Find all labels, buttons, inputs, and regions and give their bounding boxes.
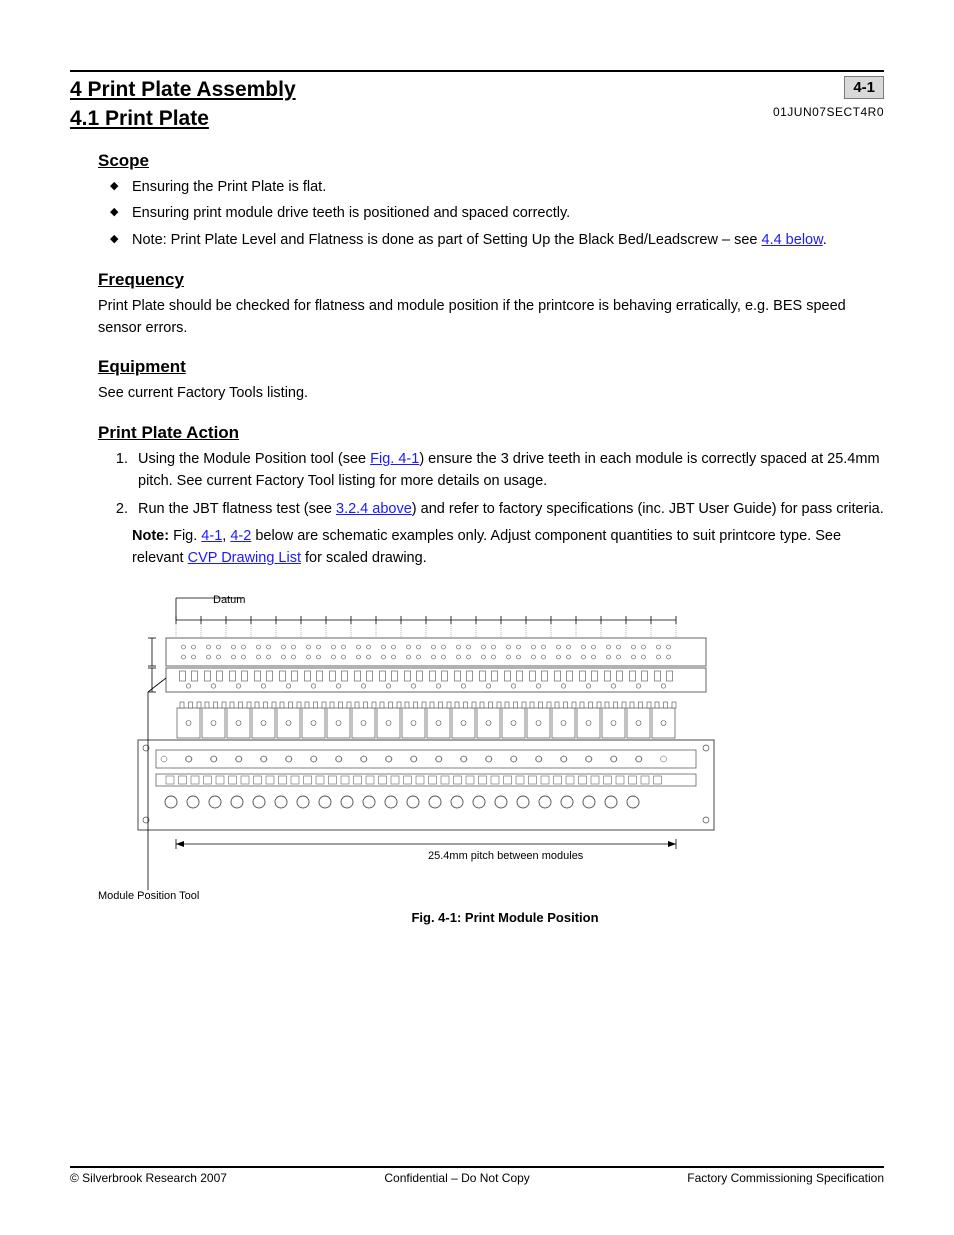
scope-heading: Scope	[98, 151, 884, 171]
scope-bullet-2-text: Note: Print Plate Level and Flatness is …	[132, 232, 762, 248]
note-link-fig42[interactable]: 4-2	[230, 528, 251, 544]
page-number-badge: 4-1	[844, 76, 884, 99]
action-step-1: Using the Module Position tool (see Fig.…	[132, 449, 884, 493]
scope-bullets: Ensuring the Print Plate is flat. Ensuri…	[110, 177, 884, 252]
note-link-cvp[interactable]: CVP Drawing List	[188, 550, 301, 566]
action-step-2-link[interactable]: 3.2.4 above	[336, 501, 412, 517]
action-heading: Print Plate Action	[98, 423, 884, 443]
action-step-1-link[interactable]: Fig. 4-1	[370, 451, 419, 467]
figure-4-1: Datum 25.4mm pitch between modules Modul…	[98, 590, 818, 900]
action-steps: Using the Module Position tool (see Fig.…	[132, 449, 884, 520]
frequency-heading: Frequency	[98, 270, 884, 290]
figure-caption: Fig. 4-1: Print Module Position	[126, 910, 884, 925]
scope-bullet-2-link[interactable]: 4.4 below	[762, 232, 823, 248]
note-link-fig41[interactable]: 4-1	[201, 528, 222, 544]
equipment-heading: Equipment	[98, 357, 884, 377]
header-rule	[70, 70, 884, 72]
footer-right: Factory Commissioning Specification	[687, 1171, 884, 1185]
footer-center: Confidential – Do Not Copy	[384, 1171, 529, 1185]
footer-left: © Silverbrook Research 2007	[70, 1171, 227, 1185]
frequency-text: Print Plate should be checked for flatne…	[98, 296, 884, 340]
action-step-2: Run the JBT flatness test (see 3.2.4 abo…	[132, 499, 884, 521]
fig-label-datum: Datum	[213, 594, 245, 606]
action-note: Note: Fig. 4-1, 4-2 below are schematic …	[132, 526, 884, 570]
equipment-text: See current Factory Tools listing.	[98, 383, 884, 405]
section-title-line2: 4.1 Print Plate	[70, 105, 209, 132]
scope-bullet-0: Ensuring the Print Plate is flat.	[110, 177, 884, 199]
scope-bullet-2: Note: Print Plate Level and Flatness is …	[110, 230, 884, 252]
fig-label-tool: Module Position Tool	[98, 890, 199, 902]
header-serial: 01JUN07SECT4R0	[773, 105, 884, 119]
section-title-line1: 4 Print Plate Assembly	[70, 76, 296, 103]
fig-label-pitch: 25.4mm pitch between modules	[428, 850, 583, 862]
page-footer: © Silverbrook Research 2007 Confidential…	[70, 1166, 884, 1185]
scope-bullet-1: Ensuring print module drive teeth is pos…	[110, 203, 884, 225]
